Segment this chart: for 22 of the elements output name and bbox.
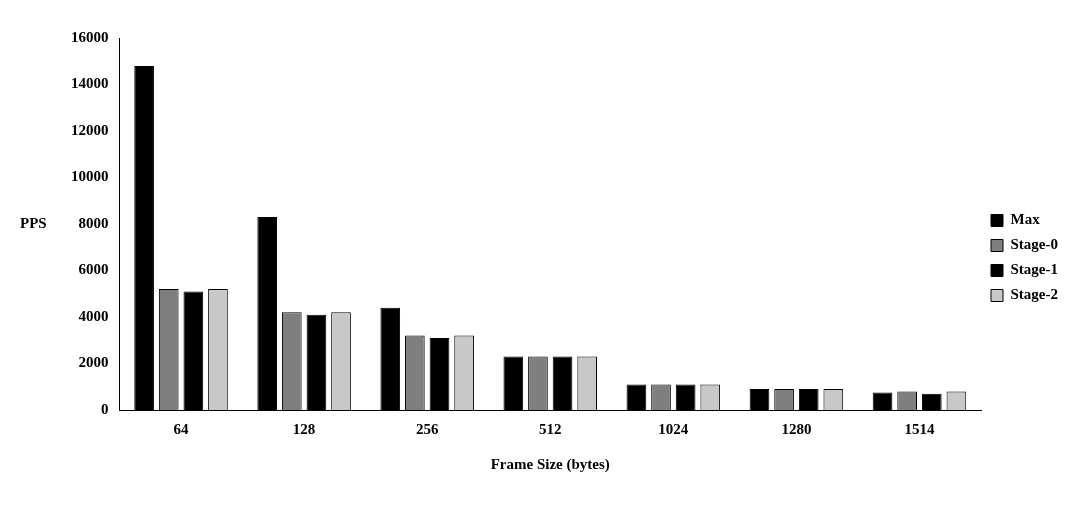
y-tick-label: 12000	[71, 121, 109, 138]
y-axis-title: PPS	[20, 214, 47, 231]
x-tick-label: 64	[173, 420, 190, 437]
y-tick-label: 6000	[78, 261, 109, 278]
y-tick-label: 14000	[71, 75, 109, 92]
x-axis-title: Frame Size (bytes)	[490, 455, 610, 473]
y-tick-label: 2000	[78, 354, 109, 371]
x-tick-label: 1280	[781, 420, 812, 437]
y-tick-label: 10000	[71, 168, 109, 185]
legend-label: Stage-2	[1010, 286, 1059, 303]
y-tick-label: 0	[101, 400, 109, 417]
x-tick-label: 1024	[658, 420, 689, 437]
x-tick-label: 1514	[904, 420, 935, 437]
x-tick-label: 128	[292, 420, 316, 437]
legend-label: Stage-1	[1010, 261, 1059, 278]
y-tick-label: 8000	[78, 214, 109, 231]
y-tick-label: 16000	[71, 28, 109, 45]
x-tick-label: 512	[539, 420, 562, 437]
legend-label: Max	[1010, 211, 1041, 228]
y-tick-label: 4000	[78, 307, 109, 324]
legend-label: Stage-0	[1010, 236, 1059, 253]
x-tick-label: 256	[415, 420, 439, 437]
